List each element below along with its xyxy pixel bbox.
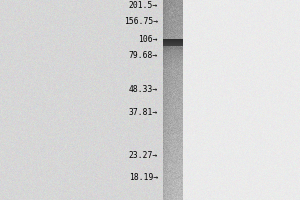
Text: 18.19→: 18.19→ [129, 173, 158, 182]
Text: 79.68→: 79.68→ [129, 51, 158, 60]
Text: 48.33→: 48.33→ [129, 86, 158, 95]
Text: 106→: 106→ [139, 34, 158, 44]
Text: 156.75→: 156.75→ [124, 18, 158, 26]
Text: 23.27→: 23.27→ [129, 150, 158, 160]
Text: 37.81→: 37.81→ [129, 108, 158, 117]
Text: 201.5→: 201.5→ [129, 1, 158, 10]
